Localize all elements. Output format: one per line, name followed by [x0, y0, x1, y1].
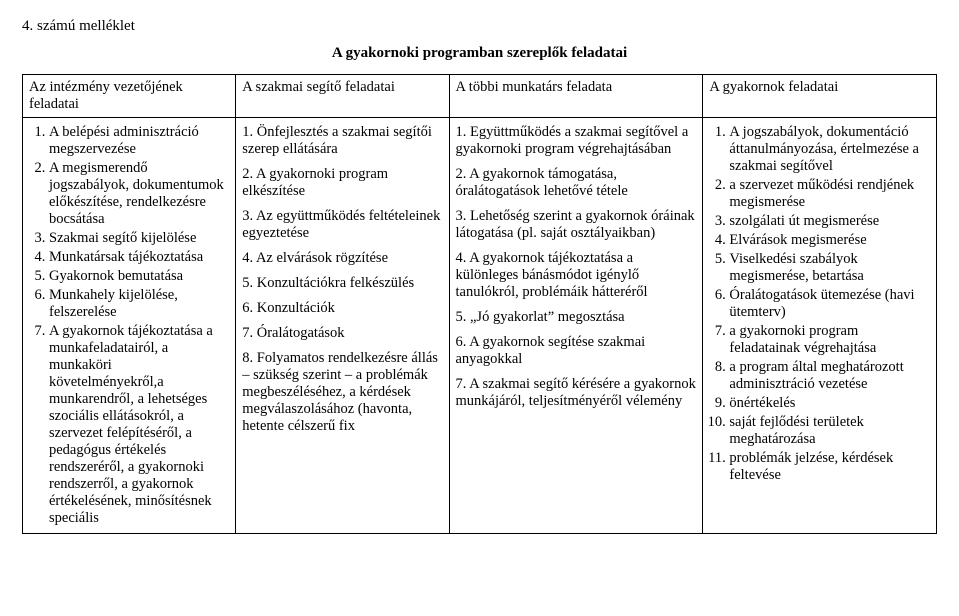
table-body-row: A belépési adminisztráció megszervezése …	[23, 118, 937, 534]
cell-intern-tasks: A jogszabályok, dokumentáció áttanulmány…	[703, 118, 937, 534]
list-item: 5. „Jó gyakorlat” megosztása	[456, 309, 697, 326]
cell-mentor-tasks: 1. Önfejlesztés a szakmai segítői szerep…	[236, 118, 449, 534]
list-item: a gyakornoki program feladatainak végreh…	[729, 323, 930, 357]
list-item: Óralátogatások ütemezése (havi ütemterv)	[729, 287, 930, 321]
list-item: A belépési adminisztráció megszervezése	[49, 124, 229, 158]
header-cell-2: A szakmai segítő feladatai	[236, 75, 449, 118]
list-item: Gyakornok bemutatása	[49, 268, 229, 285]
list-item: saját fejlődési területek meghatározása	[729, 414, 930, 448]
list-item: önértékelés	[729, 395, 930, 412]
list-item: 8. Folyamatos rendelkezésre állás – szük…	[242, 350, 442, 435]
list-item: Munkatársak tájékoztatása	[49, 249, 229, 266]
list-item: 7. A szakmai segítő kérésére a gyakornok…	[456, 376, 697, 410]
list-item: Munkahely kijelölése, felszerelése	[49, 287, 229, 321]
list-item: 6. Konzultációk	[242, 300, 442, 317]
list-item: A jogszabályok, dokumentáció áttanulmány…	[729, 124, 930, 175]
list-item: 7. Óralátogatások	[242, 325, 442, 342]
list-item: problémák jelzése, kérdések feltevése	[729, 450, 930, 484]
page-title: A gyakornoki programban szereplők felada…	[22, 45, 937, 62]
list-item: 2. A gyakornok támogatása, óralátogatáso…	[456, 166, 697, 200]
list-item: 3. Lehetőség szerint a gyakornok óráinak…	[456, 208, 697, 242]
list-item: A gyakornok tájékoztatása a munkafeladat…	[49, 323, 229, 527]
list-item: 5. Konzultációkra felkészülés	[242, 275, 442, 292]
table-header-row: Az intézmény vezetőjének feladatai A sza…	[23, 75, 937, 118]
list-item: 2. A gyakornoki program elkészítése	[242, 166, 442, 200]
list-item: 4. Az elvárások rögzítése	[242, 250, 442, 267]
list-item: a szervezet működési rendjének megismeré…	[729, 177, 930, 211]
cell-colleague-tasks: 1. Együttműködés a szakmai segítővel a g…	[449, 118, 703, 534]
cell-leader-tasks: A belépési adminisztráció megszervezése …	[23, 118, 236, 534]
attachment-label: 4. számú melléklet	[22, 18, 937, 35]
list-item: Szakmai segítő kijelölése	[49, 230, 229, 247]
list-item: 6. A gyakornok segítése szakmai anyagokk…	[456, 334, 697, 368]
header-cell-3: A többi munkatárs feladata	[449, 75, 703, 118]
header-cell-4: A gyakornok feladatai	[703, 75, 937, 118]
list-item: 3. Az együttműködés feltételeinek egyezt…	[242, 208, 442, 242]
list-item: 1. Önfejlesztés a szakmai segítői szerep…	[242, 124, 442, 158]
roles-table: Az intézmény vezetőjének feladatai A sza…	[22, 74, 937, 534]
list-item: Viselkedési szabályok megismerése, betar…	[729, 251, 930, 285]
header-cell-1: Az intézmény vezetőjének feladatai	[23, 75, 236, 118]
list-item: a program által meghatározott adminisztr…	[729, 359, 930, 393]
list-item: szolgálati út megismerése	[729, 213, 930, 230]
list-item: 1. Együttműködés a szakmai segítővel a g…	[456, 124, 697, 158]
list-item: Elvárások megismerése	[729, 232, 930, 249]
list-item: 4. A gyakornok tájékoztatása a különlege…	[456, 250, 697, 301]
list-item: A megismerendő jogszabályok, dokumentumo…	[49, 160, 229, 228]
